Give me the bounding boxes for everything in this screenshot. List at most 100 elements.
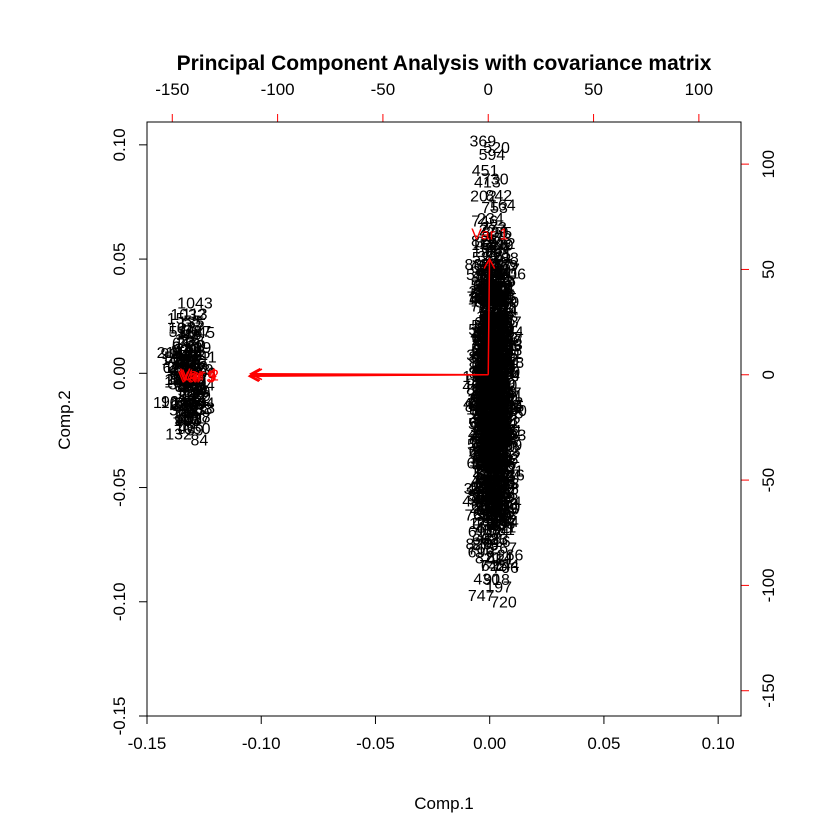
- score-point-label: 267: [490, 540, 517, 557]
- score-point-label: 28: [176, 355, 194, 372]
- score-point-label: 774: [487, 470, 514, 487]
- score-point-label: 378: [478, 388, 505, 405]
- score-point-label: 388: [492, 331, 519, 348]
- score-point-label: 810: [488, 321, 515, 338]
- score-point-label: 684: [473, 337, 500, 354]
- score-point-label: 495: [497, 405, 524, 422]
- score-outlier-label: 625: [481, 558, 508, 575]
- score-point-label: 459: [476, 329, 503, 346]
- score-point-label: 232: [484, 330, 511, 347]
- score-point-label: 535: [475, 489, 502, 506]
- score-point-label: 836: [477, 344, 504, 361]
- score-point-label: 764: [471, 403, 498, 420]
- score-point-label: 389: [464, 481, 491, 498]
- score-point-label: 655: [478, 360, 505, 377]
- score-point-label: 745: [487, 339, 514, 356]
- score-point-label: 707: [484, 349, 511, 366]
- score-point-label: 597: [493, 262, 520, 279]
- score-point-label: 17: [190, 386, 208, 403]
- score-point-label: 578: [486, 274, 513, 291]
- score-point-label: 138: [186, 402, 213, 419]
- score-point-label: 821: [475, 550, 502, 567]
- score-point-label: 588: [487, 306, 514, 323]
- score-point-label: 171: [478, 293, 505, 310]
- score-point-label: 762: [478, 453, 505, 470]
- score-point-label: 497: [487, 348, 514, 365]
- score-point-label: 605: [479, 450, 506, 467]
- score-point-label: 486: [463, 396, 490, 413]
- score-outlier-label: 451: [472, 163, 499, 180]
- loading-arrow-head: [249, 367, 261, 380]
- score-point-label: 35: [168, 376, 186, 393]
- score-point-label: 806: [477, 405, 504, 422]
- score-point-label: 744: [476, 344, 503, 361]
- score-point-label: 186: [481, 422, 508, 439]
- score-point-label: 413: [488, 360, 515, 377]
- score-point-label: 284: [471, 446, 498, 463]
- score-point-label: 122: [164, 372, 191, 389]
- score-point-label: 503: [474, 376, 501, 393]
- score-point-label: 299: [481, 388, 508, 405]
- loading-label: Var 4: [180, 366, 217, 383]
- score-point-label: 654: [495, 494, 522, 511]
- score-point-label: 52: [170, 366, 188, 383]
- score-point-label: 377: [472, 343, 499, 360]
- score-point-label: 636: [482, 474, 509, 491]
- score-point-label: 765: [476, 440, 503, 457]
- score-point-label: 19: [184, 348, 202, 365]
- score-point-label: 564: [477, 324, 504, 341]
- score-point-label: 339: [486, 334, 513, 351]
- score-point-label: 252: [474, 447, 501, 464]
- score-point-label: 581: [471, 278, 498, 295]
- score-point-label: 562: [487, 348, 514, 365]
- score-point-label: 48: [168, 352, 186, 369]
- score-point-label: 61: [191, 381, 209, 398]
- score-point-label: 817: [480, 403, 507, 420]
- score-point-label: 346: [491, 364, 518, 381]
- score-point-label: 452: [479, 321, 506, 338]
- score-point-label: 652: [489, 429, 516, 446]
- score-point-label: 390: [487, 238, 514, 255]
- score-point-label: 500: [475, 282, 502, 299]
- score-point-label: 797: [475, 449, 502, 466]
- score-point-label: 277: [489, 330, 516, 347]
- score-point-label: 698: [477, 368, 504, 385]
- score-point-label: 417: [489, 362, 516, 379]
- score-point-label: 92: [171, 343, 189, 360]
- score-point-label: 289: [489, 490, 516, 507]
- score-point-label: 563: [486, 291, 513, 308]
- score-point-label: 201: [479, 281, 506, 298]
- score-point-label: 740: [477, 496, 504, 513]
- score-point-label: 410: [487, 399, 514, 416]
- score-point-label: 184: [492, 514, 519, 531]
- score-point-label: 275: [479, 413, 506, 430]
- score-point-label: 614: [493, 367, 520, 384]
- score-point-label: 170: [477, 417, 504, 434]
- score-point-label: 749: [481, 434, 508, 451]
- score-point-label: 838: [492, 492, 519, 509]
- score-point-label: 394: [486, 453, 513, 470]
- score-point-label: 16: [176, 364, 194, 381]
- y-tick-label-left: 0.00: [110, 357, 129, 390]
- score-point-label: 33: [187, 402, 205, 419]
- score-point-label: 276: [478, 316, 505, 333]
- score-point-label: 424: [491, 302, 518, 319]
- loading-label: Var 1: [471, 226, 508, 243]
- score-point-label: 386: [477, 457, 504, 474]
- score-point-label: 303: [475, 278, 502, 295]
- score-point-label: 700: [488, 505, 515, 522]
- score-point-label: 451: [483, 351, 510, 368]
- score-point-label: 425: [472, 349, 499, 366]
- score-point-label: 195: [477, 426, 504, 443]
- score-point-label: 541: [480, 389, 507, 406]
- score-point-label: 516: [484, 534, 511, 551]
- loading-arrow-line: [487, 258, 491, 375]
- x-tick-label-top: 100: [685, 80, 713, 99]
- score-point-label: 396: [484, 417, 511, 434]
- score-point-label: 623: [480, 400, 507, 417]
- score-point-label: 752: [471, 407, 498, 424]
- score-point-label: 46: [178, 420, 196, 437]
- score-point-label: 657: [496, 330, 523, 347]
- score-point-label: 257: [488, 325, 515, 342]
